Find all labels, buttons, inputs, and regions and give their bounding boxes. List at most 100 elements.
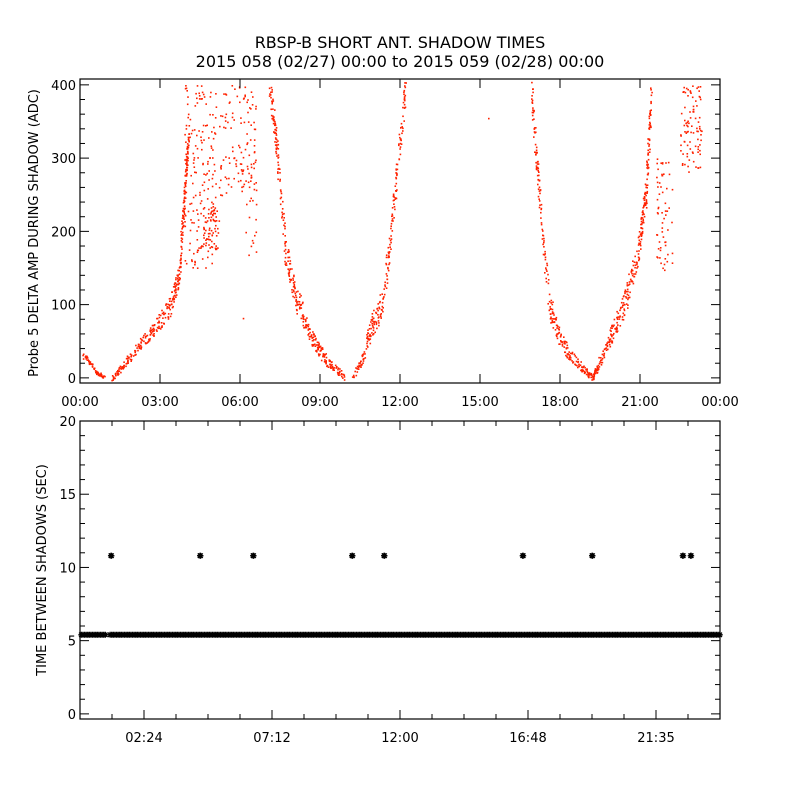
amplitude-point xyxy=(551,308,554,311)
amplitude-point xyxy=(555,324,558,327)
amplitude-point xyxy=(271,89,273,91)
amplitude-point xyxy=(638,231,641,233)
amplitude-point xyxy=(206,238,208,240)
amplitude-point xyxy=(619,309,621,312)
amplitude-point xyxy=(185,180,187,182)
amplitude-point xyxy=(392,195,395,198)
amplitude-point xyxy=(245,180,247,182)
amplitude-point xyxy=(598,366,601,368)
amplitude-point xyxy=(185,128,188,130)
amplitude-point xyxy=(694,117,697,120)
amplitude-point xyxy=(566,355,568,358)
amplitude-point xyxy=(302,317,304,320)
amplitude-point xyxy=(638,250,640,252)
amplitude-point xyxy=(559,336,562,338)
amplitude-point xyxy=(366,334,368,336)
amplitude-point xyxy=(325,360,327,362)
amplitude-point xyxy=(230,186,233,188)
amplitude-point xyxy=(540,207,543,210)
amplitude-point xyxy=(144,333,146,335)
amplitude-point xyxy=(701,130,703,133)
amplitude-point xyxy=(581,370,583,372)
amplitude-point xyxy=(686,144,689,147)
amplitude-point xyxy=(563,336,565,338)
amplitude-point xyxy=(384,285,387,288)
amplitude-point xyxy=(561,345,564,347)
amplitude-point xyxy=(88,360,90,362)
amplitude-point xyxy=(218,220,221,222)
amplitude-point xyxy=(377,303,379,305)
amplitude-point xyxy=(558,329,560,331)
amplitude-point xyxy=(647,166,650,169)
amplitude-point xyxy=(132,355,135,357)
amplitude-point xyxy=(289,263,291,265)
amplitude-point xyxy=(632,282,635,285)
amplitude-point xyxy=(143,340,145,343)
amplitude-point xyxy=(93,367,96,370)
amplitude-point xyxy=(373,322,375,324)
amplitude-point xyxy=(538,200,541,202)
amplitude-point xyxy=(118,367,121,369)
amplitude-point xyxy=(565,354,567,357)
amplitude-point xyxy=(640,218,642,220)
amplitude-point xyxy=(666,187,668,190)
amplitude-point xyxy=(115,374,117,377)
amplitude-point xyxy=(186,143,189,145)
amplitude-point xyxy=(656,158,659,160)
amplitude-point xyxy=(281,208,284,210)
amplitude-point xyxy=(168,306,170,309)
amplitude-point xyxy=(606,345,609,348)
amplitude-point xyxy=(183,192,186,195)
amplitude-point xyxy=(148,338,150,341)
amplitude-point xyxy=(246,133,248,135)
amplitude-point xyxy=(274,137,277,139)
amplitude-point xyxy=(243,121,246,124)
amplitude-point xyxy=(317,341,320,344)
amplitude-point xyxy=(180,252,183,255)
amplitude-point xyxy=(389,243,391,246)
amplitude-point xyxy=(186,145,189,148)
amplitude-point xyxy=(293,275,295,278)
amplitude-point xyxy=(313,339,315,341)
amplitude-point xyxy=(545,268,548,271)
amplitude-point xyxy=(278,167,280,170)
amplitude-point xyxy=(203,237,205,239)
amplitude-point xyxy=(539,189,542,191)
amplitude-point xyxy=(687,165,689,168)
amplitude-point xyxy=(623,295,625,297)
amplitude-point xyxy=(190,132,193,135)
amplitude-point xyxy=(270,114,273,117)
amplitude-point xyxy=(648,143,651,146)
amplitude-point xyxy=(343,376,346,378)
amplitude-point xyxy=(137,345,140,348)
amplitude-point xyxy=(189,229,192,232)
amplitude-point xyxy=(650,94,653,97)
amplitude-point xyxy=(156,330,158,332)
amplitude-point xyxy=(564,340,566,343)
amplitude-point xyxy=(158,314,160,316)
amplitude-point xyxy=(166,306,169,308)
amplitude-point xyxy=(632,264,635,267)
amplitude-point xyxy=(186,166,189,169)
amplitude-point xyxy=(577,366,579,369)
amplitude-point xyxy=(538,190,541,192)
amplitude-point xyxy=(192,196,195,199)
amplitude-point xyxy=(314,345,317,347)
amplitude-point xyxy=(299,296,301,298)
amplitude-point xyxy=(296,313,298,315)
amplitude-point xyxy=(373,321,376,323)
amplitude-point xyxy=(198,247,200,249)
amplitude-point xyxy=(595,369,598,371)
amplitude-point xyxy=(631,268,633,271)
amplitude-point xyxy=(404,99,406,102)
amplitude-point xyxy=(640,238,643,241)
amplitude-point xyxy=(277,156,280,159)
amplitude-point xyxy=(403,89,406,92)
amplitude-point xyxy=(684,163,686,166)
amplitude-point xyxy=(188,144,190,147)
amplitude-point xyxy=(367,338,370,341)
amplitude-point xyxy=(176,278,179,280)
amplitude-point xyxy=(177,287,180,289)
amplitude-point xyxy=(390,225,392,227)
amplitude-point xyxy=(356,367,358,370)
